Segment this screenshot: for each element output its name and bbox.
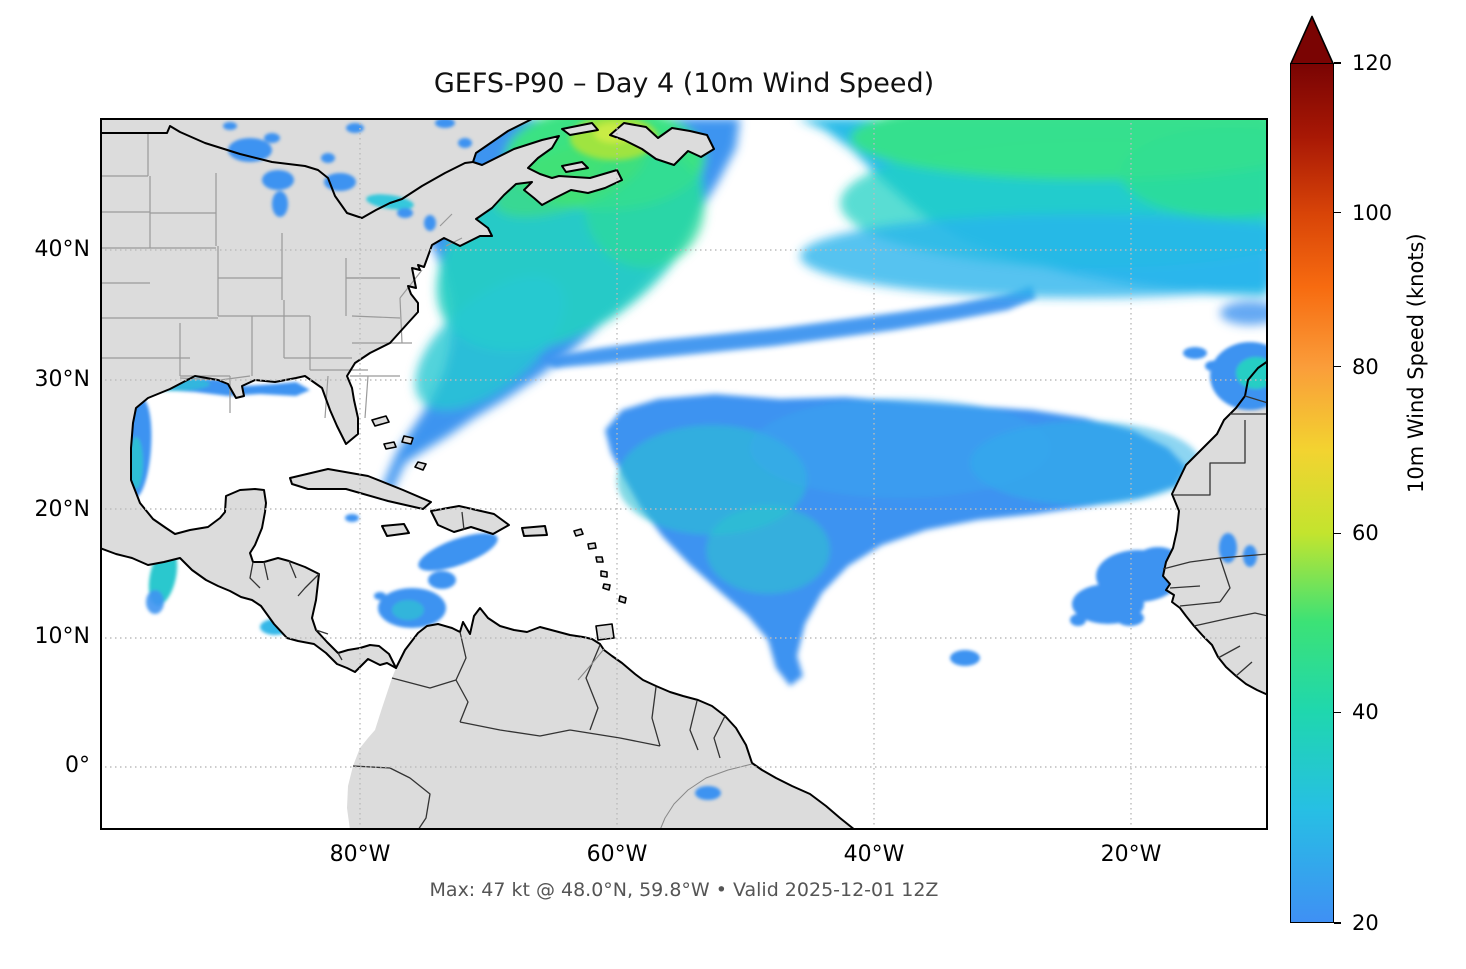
x-tick-label: 20°W <box>1100 842 1162 867</box>
colorbar-tick-label: 20 <box>1352 911 1379 935</box>
land <box>100 118 1268 830</box>
colorbar-tick-label: 40 <box>1352 700 1379 725</box>
map-plot <box>100 118 1268 830</box>
x-tick-label: 40°W <box>843 842 905 867</box>
x-tick-label: 80°W <box>329 842 391 867</box>
colorbar-extend-arrow <box>1290 15 1335 65</box>
country-borders <box>249 395 1268 830</box>
land-bahamas <box>372 416 426 470</box>
plot-subtitle: Max: 47 kt @ 48.0°N, 59.8°W • Valid 2025… <box>429 879 939 901</box>
guiana-coast-speck <box>695 786 721 800</box>
land-puerto-rico <box>522 526 547 536</box>
colorbar-tick-mark <box>1334 211 1341 214</box>
colorbar-tick-mark <box>1334 365 1341 368</box>
y-tick-label: 0° <box>65 753 90 778</box>
colorbar-tick-mark <box>1334 62 1341 64</box>
land-africa <box>1163 361 1268 695</box>
gridlines <box>100 118 1268 830</box>
haiti-dr-border <box>461 511 465 531</box>
colorbar-tick-label: 120 <box>1352 51 1393 75</box>
land-anticosti <box>562 123 598 135</box>
colorbar-tick-mark <box>1334 532 1341 535</box>
colorbar <box>1290 63 1334 923</box>
land-trinidad <box>596 624 614 640</box>
axes-frame <box>100 118 1268 830</box>
y-tick-label: 20°N <box>34 497 90 522</box>
land-south-america <box>347 608 855 830</box>
y-tick-label: 40°N <box>34 237 90 262</box>
y-tick-label: 30°N <box>34 367 90 392</box>
us-canada-border <box>100 125 474 219</box>
colorbar-tick-label: 100 <box>1352 200 1393 225</box>
land-pei <box>562 162 588 172</box>
plot-title: GEFS-P90 – Day 4 (10m Wind Speed) <box>433 68 935 99</box>
land-north-america <box>100 118 622 672</box>
colorbar-tick-mark <box>1334 711 1341 714</box>
map-svg <box>100 118 1268 830</box>
coastlines <box>100 118 1268 830</box>
land-newfoundland <box>610 123 714 165</box>
colorbar-tick-label: 60 <box>1352 521 1379 546</box>
y-tick-label: 10°N <box>34 624 90 649</box>
colorbar-tick-mark <box>1334 922 1341 924</box>
colorbar-tick-label: 80 <box>1352 354 1379 379</box>
x-tick-label: 60°W <box>586 842 648 867</box>
rivers <box>577 648 753 830</box>
